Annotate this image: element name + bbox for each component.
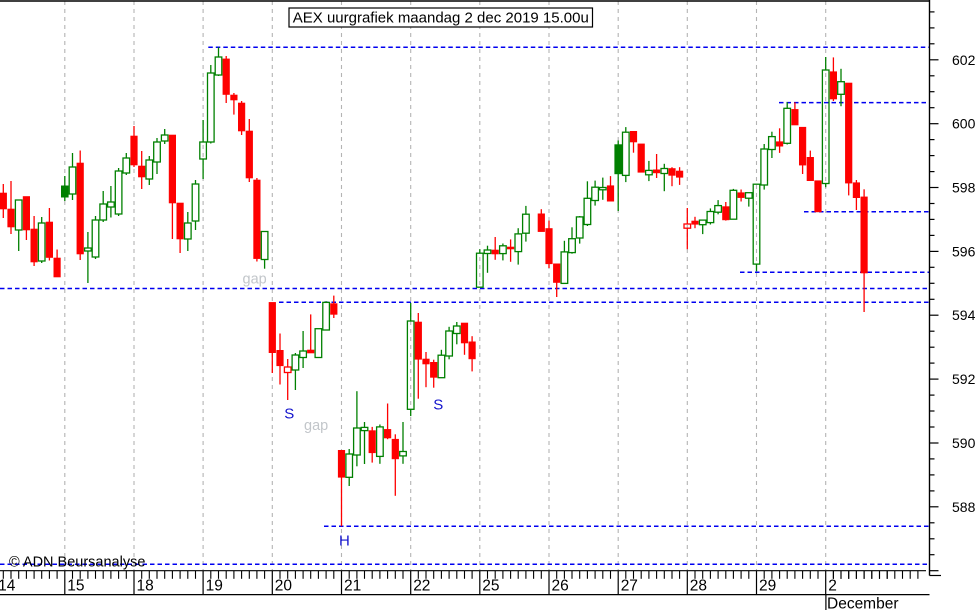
svg-text:21: 21 bbox=[344, 578, 361, 595]
svg-text:22: 22 bbox=[413, 578, 430, 595]
svg-text:602: 602 bbox=[952, 52, 976, 68]
svg-text:14: 14 bbox=[0, 578, 16, 595]
svg-text:December: December bbox=[827, 596, 899, 611]
svg-text:H: H bbox=[339, 532, 350, 549]
svg-text:gap: gap bbox=[304, 418, 328, 434]
svg-text:29: 29 bbox=[759, 578, 776, 595]
svg-text:26: 26 bbox=[552, 578, 569, 595]
svg-text:© ADN Beursanalyse: © ADN Beursanalyse bbox=[9, 555, 145, 571]
svg-text:gap: gap bbox=[243, 272, 267, 288]
svg-text:18: 18 bbox=[137, 578, 154, 595]
svg-text:594: 594 bbox=[952, 307, 976, 323]
svg-text:2: 2 bbox=[828, 578, 837, 595]
svg-text:598: 598 bbox=[952, 180, 976, 196]
svg-text:588: 588 bbox=[952, 499, 976, 515]
svg-text:S: S bbox=[284, 406, 294, 423]
svg-text:592: 592 bbox=[952, 371, 976, 387]
svg-text:15: 15 bbox=[67, 578, 84, 595]
svg-text:600: 600 bbox=[952, 116, 976, 132]
svg-text:28: 28 bbox=[690, 578, 707, 595]
svg-text:596: 596 bbox=[952, 243, 976, 259]
svg-text:20: 20 bbox=[275, 578, 293, 595]
svg-text:25: 25 bbox=[482, 578, 499, 595]
svg-text:27: 27 bbox=[621, 578, 638, 595]
svg-text:AEX uurgrafiek maandag 2 dec 2: AEX uurgrafiek maandag 2 dec 2019 15.00u bbox=[293, 10, 589, 27]
svg-text:S: S bbox=[433, 397, 443, 414]
svg-text:590: 590 bbox=[952, 435, 976, 451]
svg-text:19: 19 bbox=[206, 578, 223, 595]
